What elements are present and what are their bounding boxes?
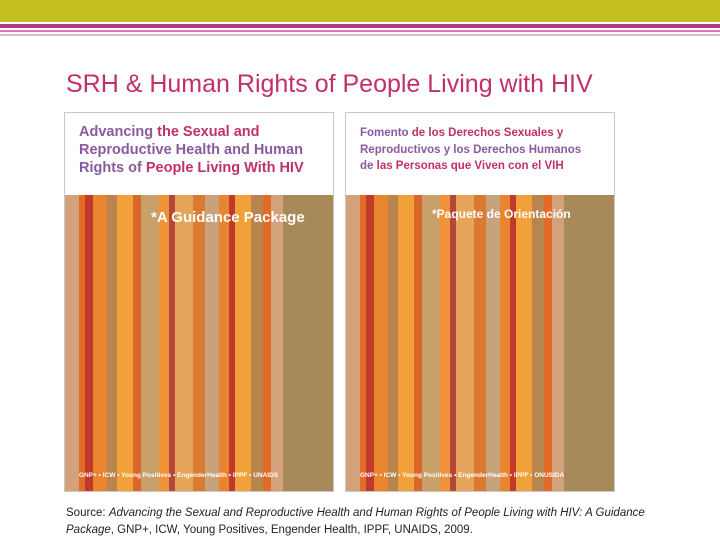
cover-stripes [65, 195, 333, 491]
cover-stripe [205, 195, 219, 491]
cover-header: Advancing the Sexual and Reproductive He… [65, 113, 333, 195]
cover-stripe [229, 195, 235, 491]
cover-stripe [193, 195, 205, 491]
cover-stripe [263, 195, 271, 491]
cover-stripe [85, 195, 93, 491]
cover-title: Advancing the Sexual and Reproductive He… [79, 123, 329, 177]
top-stripe [0, 24, 720, 28]
source-label: Source: [66, 507, 109, 519]
cover-subtitle: *A Guidance Package [151, 209, 305, 226]
cover-spanish: Fomento de los Derechos Sexuales y Repro… [345, 112, 615, 492]
cover-stripe [374, 195, 388, 491]
cover-stripe [510, 195, 516, 491]
title-word: de [360, 160, 377, 173]
cover-stripe [422, 195, 440, 491]
cover-stripe [79, 195, 85, 491]
title-word-highlight: las Personas que Viven con el VIH [376, 160, 564, 173]
cover-partners: GNP+ • ICW • Young Positives • EngenderH… [360, 472, 565, 479]
cover-stripe [552, 195, 564, 491]
title-line: Reproductive Health and Human [79, 142, 303, 159]
cover-stripes [346, 195, 614, 491]
cover-stripe [305, 195, 333, 491]
title-word-highlight: Advancing [79, 124, 154, 140]
cover-stripe [388, 195, 398, 491]
title-word: the Sexual and [153, 124, 260, 140]
cover-stripe [456, 195, 474, 491]
slide-title: SRH & Human Rights of People Living with… [66, 70, 593, 98]
cover-stripe [450, 195, 456, 491]
cover-stripe [360, 195, 366, 491]
title-word-highlight: People Living With HIV [145, 160, 304, 177]
source-citation: Source: Advancing the Sexual and Reprodu… [66, 505, 666, 540]
cover-stripe [65, 195, 79, 491]
cover-stripe [271, 195, 283, 491]
cover-stripe [414, 195, 422, 491]
source-details: , GNP+, ICW, Young Positives, Engender H… [110, 524, 473, 537]
title-word-highlight: Fomento [360, 127, 409, 139]
source-title: Advancing the Sexual and Reproductive He… [66, 507, 645, 537]
cover-stripe [117, 195, 133, 491]
cover-stripe [440, 195, 450, 491]
cover-stripe [141, 195, 159, 491]
cover-stripe [532, 195, 544, 491]
cover-stripe [169, 195, 175, 491]
cover-stripe [175, 195, 193, 491]
cover-stripe [219, 195, 229, 491]
top-stripe [0, 34, 720, 36]
cover-stripe [486, 195, 500, 491]
cover-stripe [586, 195, 614, 491]
cover-stripe [366, 195, 374, 491]
cover-stripe [93, 195, 107, 491]
cover-stripe [107, 195, 117, 491]
cover-header: Fomento de los Derechos Sexuales y Repro… [346, 113, 614, 195]
cover-stripe [398, 195, 414, 491]
cover-stripe [283, 195, 305, 491]
title-word: Rights of [79, 160, 146, 177]
cover-partners: GNP+ • ICW • Young Positives • EngenderH… [79, 472, 279, 479]
cover-stripe [235, 195, 251, 491]
cover-stripe [516, 195, 532, 491]
cover-stripe [564, 195, 586, 491]
top-accent-bar [0, 0, 720, 22]
cover-stripe [500, 195, 510, 491]
title-line: Reproductivos y los Derechos Humanos [360, 143, 582, 156]
cover-stripe [133, 195, 141, 491]
cover-english: Advancing the Sexual and Reproductive He… [64, 112, 334, 492]
top-stripe [0, 30, 720, 32]
cover-subtitle: *Paquete de Orientación [432, 207, 571, 221]
cover-stripe [251, 195, 263, 491]
title-word: de los Derechos Sexuales y [408, 127, 564, 139]
cover-stripe [544, 195, 552, 491]
cover-stripe [159, 195, 169, 491]
cover-stripe [346, 195, 360, 491]
cover-stripe [474, 195, 486, 491]
cover-title: Fomento de los Derechos Sexuales y Repro… [360, 125, 610, 175]
